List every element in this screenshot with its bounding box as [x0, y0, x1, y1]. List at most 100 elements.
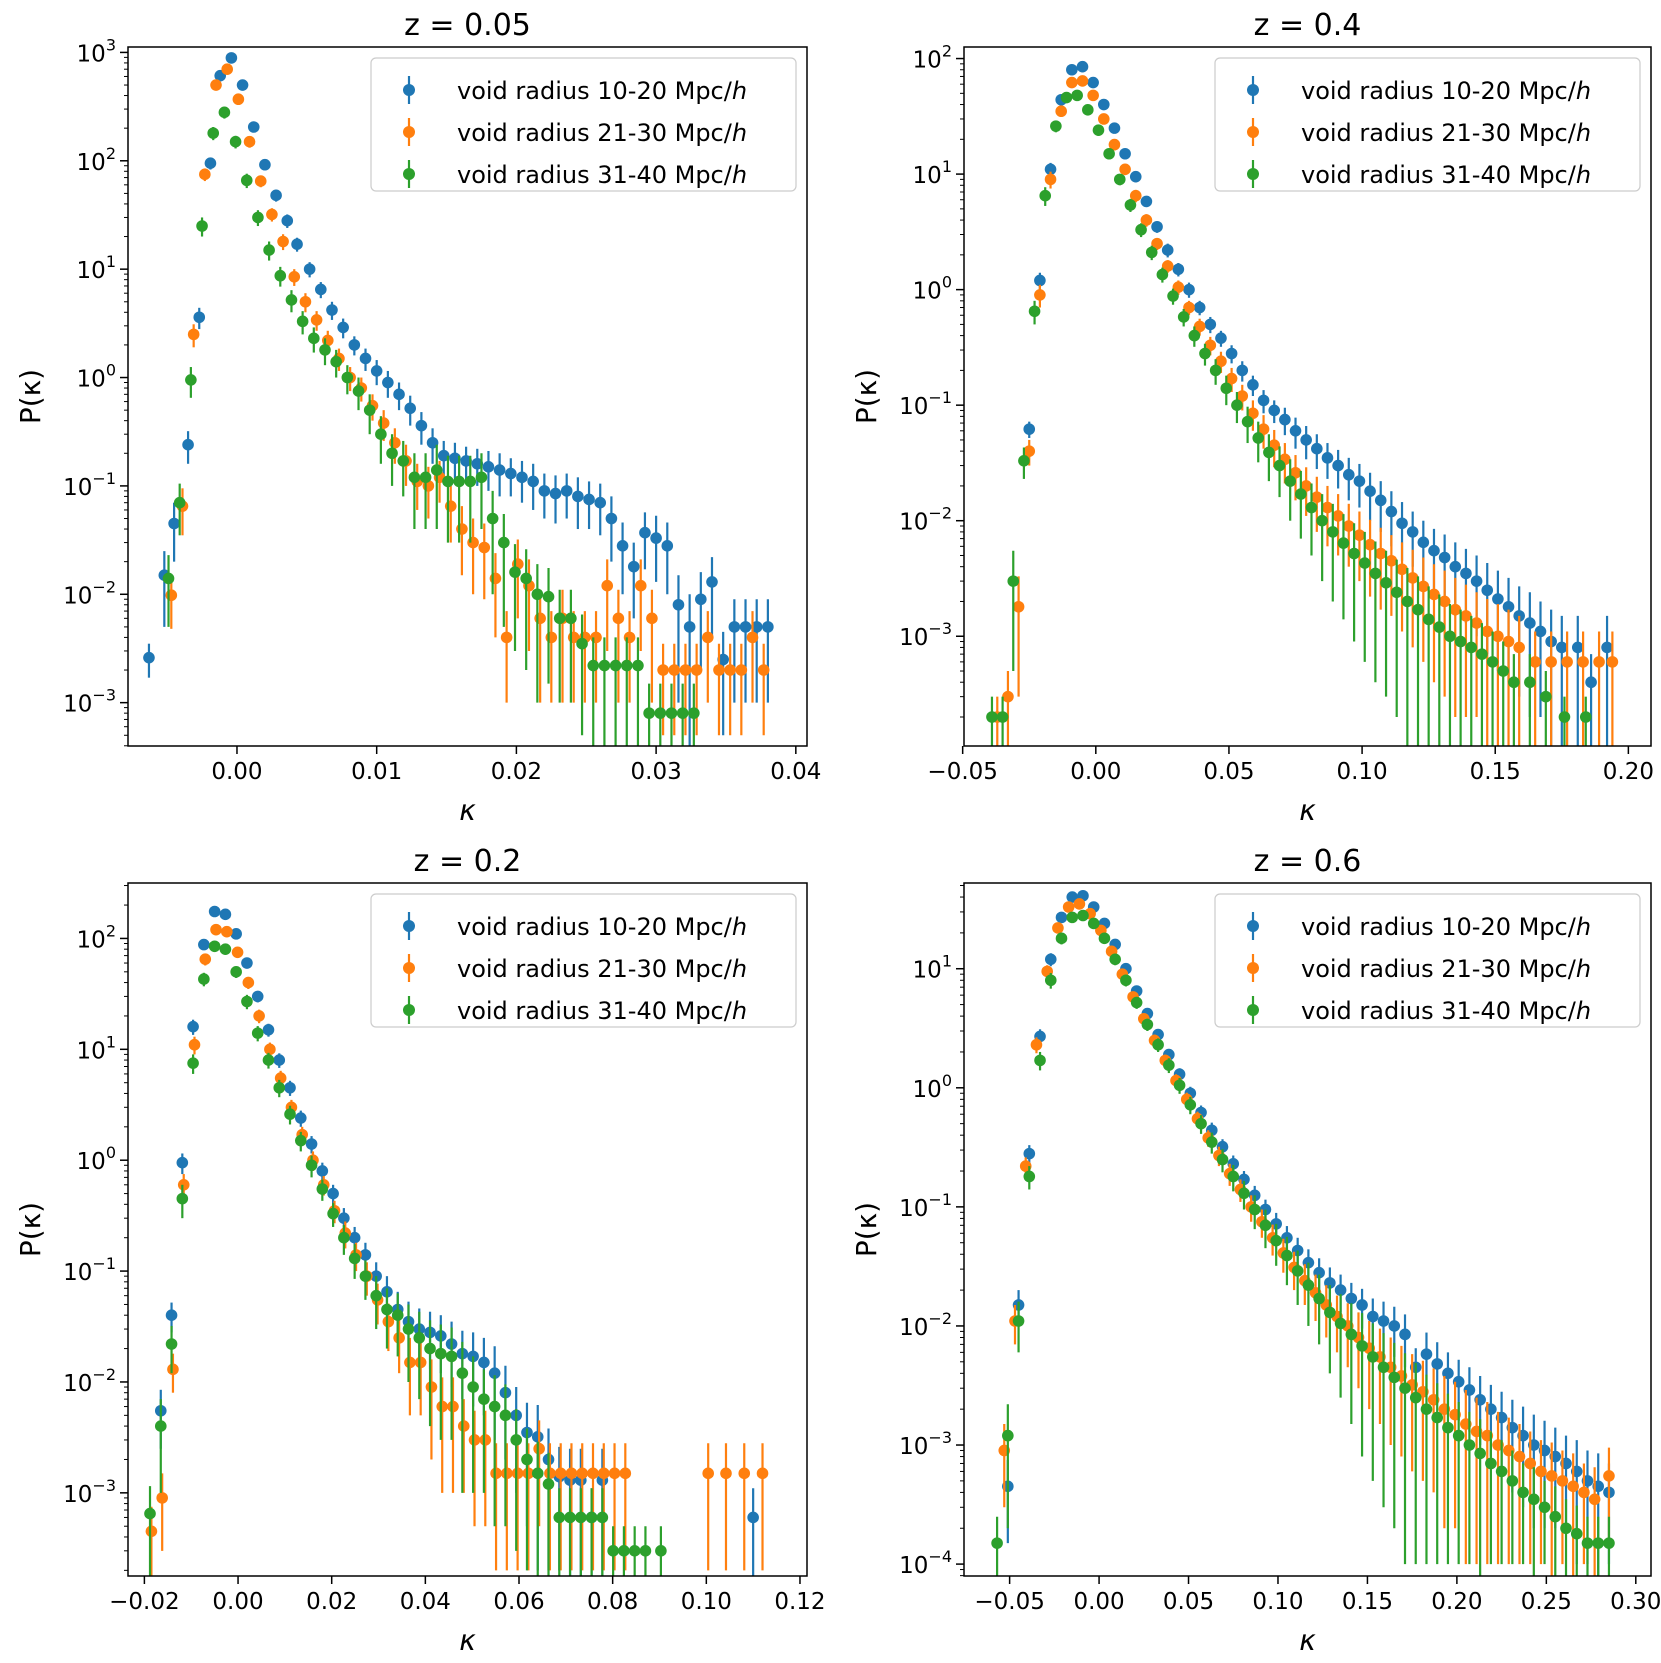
data-point	[475, 471, 488, 484]
data-point	[231, 946, 244, 959]
data-point	[1460, 567, 1472, 580]
data-point	[310, 314, 323, 326]
data-point	[498, 536, 510, 549]
data-point	[618, 1545, 630, 1557]
data-point	[1492, 630, 1504, 643]
data-point	[1077, 909, 1089, 922]
data-point	[1055, 105, 1067, 118]
data-point	[1406, 572, 1419, 584]
x-tick-label: 0.00	[211, 759, 262, 785]
y-tick-label: 10−3	[899, 1428, 952, 1460]
data-point	[167, 1363, 179, 1376]
data-point	[1092, 124, 1105, 136]
data-point	[253, 1010, 265, 1022]
data-point	[1161, 260, 1174, 272]
data-point	[319, 344, 331, 356]
y-tick-label: 10−3	[63, 1476, 116, 1508]
data-point	[1593, 656, 1605, 668]
x-tick-label: 0.00	[1073, 1589, 1124, 1615]
data-point	[381, 1303, 393, 1316]
data-point	[445, 1350, 458, 1363]
data-point	[720, 1467, 732, 1480]
legend-label: void radius 21-30 Mpc/h	[457, 119, 747, 147]
data-point	[676, 707, 689, 719]
data-point	[1470, 617, 1483, 629]
data-point	[762, 621, 774, 633]
data-point	[1396, 563, 1408, 576]
data-point	[612, 612, 625, 625]
legend: void radius 10-20 Mpc/h void radius 21-30…	[370, 893, 797, 1028]
x-tick-label: 0.20	[1603, 759, 1654, 785]
data-point	[1321, 501, 1334, 514]
data-point	[1002, 1429, 1014, 1442]
data-point	[756, 1467, 769, 1480]
series-3	[986, 89, 1592, 746]
legend: void radius 10-20 Mpc/h void radius 21-30…	[1214, 57, 1641, 192]
x-tick-label: −0.02	[109, 1589, 179, 1615]
data-point	[1399, 1382, 1411, 1395]
chart-panel-3: z = 0.2 −0.02 0.00 0.02 0.04 0.06 0.08 0.10 0.12…	[14, 844, 826, 1657]
data-point	[489, 572, 502, 585]
data-point	[221, 925, 233, 938]
data-point	[348, 1231, 361, 1244]
data-point	[1284, 475, 1296, 487]
data-point	[509, 566, 521, 578]
data-point	[442, 475, 454, 488]
data-point	[363, 404, 376, 416]
data-point	[198, 973, 210, 985]
legend-marker	[403, 84, 415, 96]
x-tick-label: 0.04	[400, 1589, 451, 1615]
data-point	[1465, 641, 1478, 654]
x-tick-label: 0.02	[491, 759, 542, 785]
data-layer	[143, 52, 774, 746]
data-point	[516, 471, 528, 484]
legend-marker	[403, 126, 415, 138]
data-point	[594, 496, 607, 509]
data-point	[1492, 593, 1504, 605]
data-point	[1300, 434, 1312, 446]
data-point	[1062, 901, 1075, 913]
data-point	[303, 263, 316, 275]
data-point	[1311, 442, 1323, 455]
data-point	[230, 966, 242, 978]
y-axis-label: P(κ)	[850, 1202, 883, 1257]
x-axis-label: κ	[1299, 794, 1316, 827]
data-point	[1161, 244, 1174, 256]
data-point	[1449, 603, 1462, 616]
data-point	[165, 1309, 178, 1322]
data-point	[575, 1511, 587, 1524]
data-point	[1321, 452, 1334, 464]
data-point	[291, 238, 303, 250]
data-point	[1396, 517, 1408, 530]
data-point	[330, 355, 342, 368]
data-point	[668, 664, 681, 676]
data-point	[1561, 656, 1573, 668]
data-point	[531, 588, 544, 601]
data-point	[628, 1545, 641, 1557]
data-point	[1369, 567, 1382, 580]
data-point	[1209, 364, 1222, 377]
data-point	[467, 1350, 479, 1363]
data-point	[1252, 432, 1265, 444]
data-point	[1204, 339, 1217, 352]
data-point	[1356, 1340, 1368, 1352]
data-point	[501, 1467, 513, 1480]
legend-box	[1214, 57, 1641, 192]
data-point	[1167, 290, 1179, 302]
data-point	[1273, 459, 1286, 472]
data-point	[478, 541, 491, 554]
legend-label: void radius 31-40 Mpc/h	[1301, 161, 1591, 189]
data-point	[415, 419, 428, 432]
data-point	[254, 175, 267, 187]
data-point	[1412, 603, 1424, 616]
data-point	[187, 1020, 199, 1033]
data-point	[154, 1420, 167, 1432]
data-point	[986, 711, 998, 723]
data-point	[1119, 163, 1131, 176]
data-point	[1295, 488, 1307, 500]
data-point	[1364, 485, 1376, 498]
y-tick-label: 102	[77, 144, 116, 176]
data-point	[1545, 1470, 1558, 1482]
data-point	[262, 1054, 275, 1066]
y-tick-label: 10−2	[63, 577, 116, 609]
